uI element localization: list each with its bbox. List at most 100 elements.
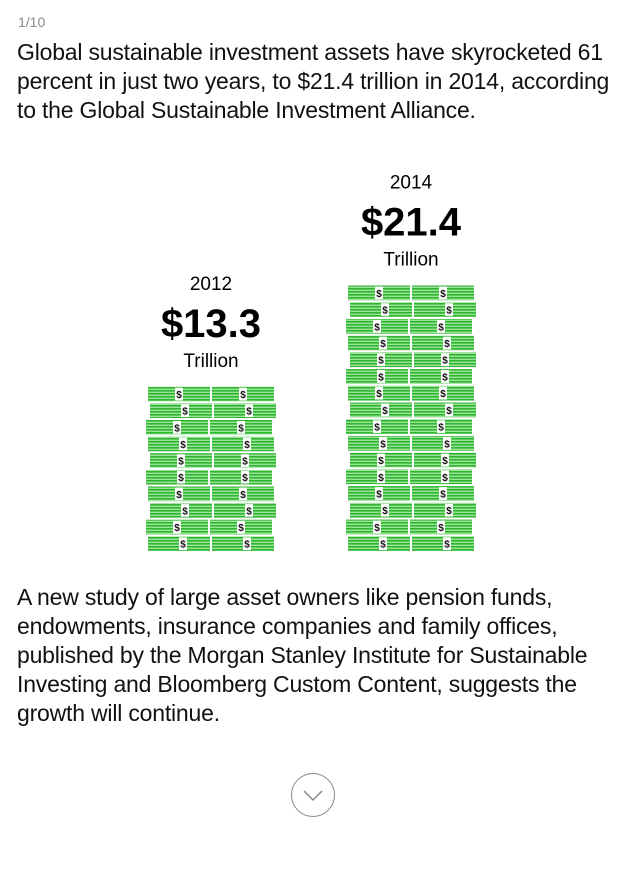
bill-symbol: $ xyxy=(442,456,448,467)
bill-symbol: $ xyxy=(374,523,380,534)
bill-symbol: $ xyxy=(376,289,382,300)
bill-symbol: $ xyxy=(374,322,380,333)
bill-badge xyxy=(173,421,181,434)
bill-badge xyxy=(377,470,385,484)
bill-badge xyxy=(443,336,451,350)
bill-badge xyxy=(445,303,453,316)
bill-badge xyxy=(437,319,445,333)
bill-badge xyxy=(245,504,253,517)
bill-badge xyxy=(245,404,253,417)
bill-badge xyxy=(239,387,247,401)
bill-badge xyxy=(375,286,383,300)
bill-badge xyxy=(439,487,447,500)
bill-symbol: $ xyxy=(244,440,250,451)
bill-symbol: $ xyxy=(380,339,386,350)
bill-badge xyxy=(381,403,389,417)
bill-badge xyxy=(177,454,185,467)
bill-symbol: $ xyxy=(378,456,384,467)
bill-symbol: $ xyxy=(378,356,384,367)
money-stack: $ $$ $$ $$ $$ $$ $$ $$ $$ $$ $$ $$ $$ $$ $$ $$ $ xyxy=(346,285,476,551)
bill-symbol: $ xyxy=(246,506,252,517)
bill-badge xyxy=(437,420,445,433)
next-button[interactable] xyxy=(291,773,335,817)
bill-symbol: $ xyxy=(374,423,380,434)
bill-badge xyxy=(437,520,445,534)
year-label: 2014 xyxy=(390,173,433,194)
intro-text: Global sustainable investment assets hav… xyxy=(17,39,610,123)
bill-symbol: $ xyxy=(176,490,182,501)
bill-badge xyxy=(445,403,453,417)
bill-badge xyxy=(177,470,185,484)
bill-badge xyxy=(379,336,387,350)
bill-symbol: $ xyxy=(440,389,446,400)
bill-symbol: $ xyxy=(174,523,180,534)
bill-symbol: $ xyxy=(440,489,446,500)
bill-symbol: $ xyxy=(244,540,250,551)
bill-badge xyxy=(443,537,451,550)
bill-badge xyxy=(373,319,381,333)
bill-symbol: $ xyxy=(178,473,184,484)
bill-symbol: $ xyxy=(438,423,444,434)
bill-badge xyxy=(179,537,187,550)
bill-symbol: $ xyxy=(180,440,186,451)
bill-symbol: $ xyxy=(444,439,450,450)
bill-symbol: $ xyxy=(174,423,180,434)
bill-badge xyxy=(381,503,389,517)
bill-badge xyxy=(237,520,245,534)
bill-symbol: $ xyxy=(446,406,452,417)
bill-symbol: $ xyxy=(438,523,444,534)
bill-badge xyxy=(173,520,181,534)
bill-badge xyxy=(181,504,189,517)
bill-symbol: $ xyxy=(380,439,386,450)
bill-badge xyxy=(443,436,451,450)
money-stack: $ $$ $$ $$ $$ $$ $$ $$ $$ $$ $ xyxy=(146,386,276,551)
bill-symbol: $ xyxy=(440,289,446,300)
bill-symbol: $ xyxy=(438,322,444,333)
bill-symbol: $ xyxy=(376,389,382,400)
slide-counter: 1/10 xyxy=(18,14,46,30)
bill-badge xyxy=(373,420,381,433)
bill-badge xyxy=(441,353,449,367)
bill-symbol: $ xyxy=(444,339,450,350)
bill-symbol: $ xyxy=(382,506,388,517)
bill-badge xyxy=(377,453,385,467)
bill-badge xyxy=(377,353,385,367)
bill-symbol: $ xyxy=(182,407,188,418)
bill-symbol: $ xyxy=(240,490,246,501)
bill-badge xyxy=(379,537,387,550)
bill-badge xyxy=(439,286,447,300)
bill-symbol: $ xyxy=(382,306,388,317)
year-label: 2012 xyxy=(190,274,232,295)
bill-symbol: $ xyxy=(238,523,244,534)
bill-badge xyxy=(379,436,387,450)
bill-badge xyxy=(181,404,189,417)
bill-symbol: $ xyxy=(180,540,186,551)
unit-label: Trillion xyxy=(383,250,438,271)
bill-symbol: $ xyxy=(176,390,182,401)
bill-symbol: $ xyxy=(242,457,248,468)
bill-symbol: $ xyxy=(246,407,252,418)
bill-symbol: $ xyxy=(242,473,248,484)
bill-badge xyxy=(445,503,453,517)
bill-badge xyxy=(243,437,251,451)
unit-label: Trillion xyxy=(183,351,238,372)
bill-symbol: $ xyxy=(380,540,386,551)
bill-badge xyxy=(175,487,183,501)
bill-symbol: $ xyxy=(378,372,384,383)
bill-badge xyxy=(441,370,449,383)
bill-badge xyxy=(439,386,447,400)
bill-symbol: $ xyxy=(382,406,388,417)
bill-badge xyxy=(441,470,449,484)
bill-badge xyxy=(375,386,383,400)
value-label: $21.4 xyxy=(361,201,462,245)
value-label: $13.3 xyxy=(161,302,261,346)
bill-badge xyxy=(241,454,249,467)
bill-symbol: $ xyxy=(442,372,448,383)
bill-symbol: $ xyxy=(446,506,452,517)
bill-badge xyxy=(441,453,449,467)
bill-badge xyxy=(175,387,183,401)
bill-symbol: $ xyxy=(376,489,382,500)
bill-symbol: $ xyxy=(442,473,448,484)
